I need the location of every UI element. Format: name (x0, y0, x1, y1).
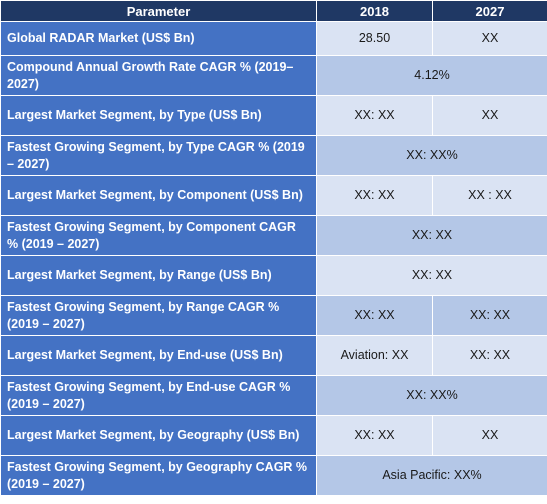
header-2018: 2018 (316, 0, 433, 22)
row-label: Fastest Growing Segment, by End-use CAGR… (0, 375, 317, 416)
table-row: Largest Market Segment, by Component (US… (0, 175, 547, 216)
table-row: Fastest Growing Segment, by Component CA… (0, 215, 547, 256)
value-merged: XX: XX (316, 215, 547, 256)
value-2018: XX: XX (316, 295, 433, 336)
row-label: Largest Market Segment, by Type (US$ Bn) (0, 95, 317, 136)
row-label: Largest Market Segment, by Geography (US… (0, 415, 317, 456)
table-row: Largest Market Segment, by Geography (US… (0, 415, 547, 456)
value-2027: XX (432, 415, 547, 456)
row-label: Fastest Growing Segment, by Component CA… (0, 215, 317, 256)
table-row: Fastest Growing Segment, by Range CAGR %… (0, 295, 547, 336)
value-2018: XX: XX (316, 415, 433, 456)
row-label: Largest Market Segment, by Range (US$ Bn… (0, 255, 317, 296)
table-row: Compound Annual Growth Rate CAGR % (2019… (0, 55, 547, 96)
table-row: Largest Market Segment, by Type (US$ Bn)… (0, 95, 547, 136)
value-2018: Aviation: XX (316, 335, 433, 376)
value-2027: XX (432, 21, 547, 56)
value-2027: XX : XX (432, 175, 547, 216)
table-row: Largest Market Segment, by Range (US$ Bn… (0, 255, 547, 296)
value-2018: XX: XX (316, 175, 433, 216)
value-merged: XX: XX% (316, 135, 547, 176)
header-parameter: Parameter (0, 0, 317, 22)
value-2027: XX: XX (432, 295, 547, 336)
table-row: Largest Market Segment, by End-use (US$ … (0, 335, 547, 376)
value-merged: XX: XX (316, 255, 547, 296)
row-label: Largest Market Segment, by End-use (US$ … (0, 335, 317, 376)
table-row: Global RADAR Market (US$ Bn) 28.50 XX (0, 21, 547, 56)
header-2027: 2027 (432, 0, 547, 22)
row-label: Global RADAR Market (US$ Bn) (0, 21, 317, 56)
table-row: Fastest Growing Segment, by End-use CAGR… (0, 375, 547, 416)
row-label: Fastest Growing Segment, by Range CAGR %… (0, 295, 317, 336)
value-merged: XX: XX% (316, 375, 547, 416)
table-row: Fastest Growing Segment, by Type CAGR % … (0, 135, 547, 176)
value-merged: 4.12% (316, 55, 547, 96)
value-2018: 28.50 (316, 21, 433, 56)
row-label: Fastest Growing Segment, by Type CAGR % … (0, 135, 317, 176)
value-2027: XX (432, 95, 547, 136)
value-2018: XX: XX (316, 95, 433, 136)
value-2027: XX: XX (432, 335, 547, 376)
header-row: Parameter 2018 2027 (0, 0, 547, 22)
row-label: Compound Annual Growth Rate CAGR % (2019… (0, 55, 317, 96)
row-label: Largest Market Segment, by Component (US… (0, 175, 317, 216)
value-merged: Asia Pacific: XX% (316, 455, 547, 496)
table-row: Fastest Growing Segment, by Geography CA… (0, 455, 547, 496)
row-label: Fastest Growing Segment, by Geography CA… (0, 455, 317, 496)
